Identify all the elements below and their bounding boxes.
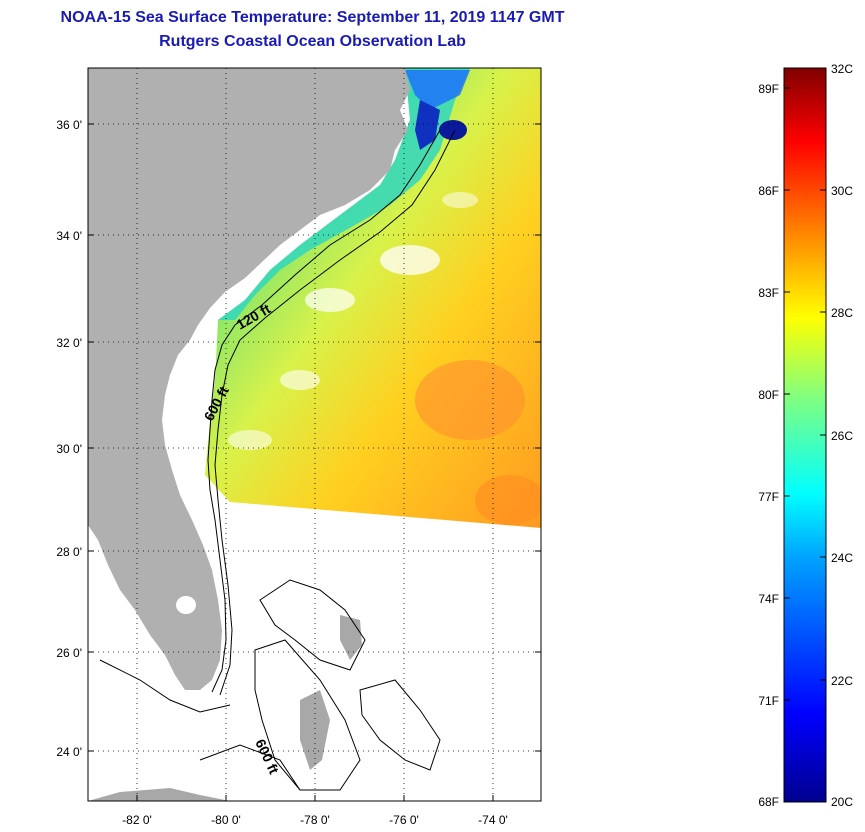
lat-label: 36 0' [56,118,82,132]
lat-label: 30 0' [56,442,82,456]
contour-600ft [214,129,456,696]
lat-label: 24 0' [56,745,82,759]
contour-florida-keys [99,659,231,713]
cloud-gap [228,430,272,450]
land-mainland [88,68,410,690]
contour-bahamas [359,679,441,771]
colorbar-f-label: 68F [758,795,779,809]
colorbar-f-label: 74F [758,592,779,606]
colorbar-c-label: 28C [831,306,853,320]
cloud-gap [380,245,440,275]
lon-label: -82 0' [122,813,152,827]
cloud-gap [280,370,320,390]
colorbar-f-label: 89F [758,82,779,96]
land-bahamas [340,615,362,660]
lon-label: -74 0' [478,813,508,827]
lat-label: 28 0' [56,545,82,559]
colorbar-f-label: 86F [758,184,779,198]
contour-120ft [207,129,441,693]
land-bahamas [300,690,330,770]
contour-bahamas [259,579,366,671]
colorbar: 89F 86F 83F 80F 77F 74F 71F 68F 32C 30C … [758,62,853,809]
cloud-gap [442,192,478,208]
map-area: 120 ft 600 ft 600 ft [88,68,541,801]
tick-marks [88,123,541,801]
contour-bahamas [254,639,361,791]
page-subtitle: Rutgers Coastal Ocean Observation Lab [159,33,466,50]
colorbar-c-label: 20C [831,795,853,809]
lat-label: 32 0' [56,336,82,350]
lon-label: -78 0' [300,813,330,827]
lat-label: 34 0' [56,229,82,243]
longitude-labels: -82 0' -80 0' -78 0' -76 0' -74 0' [122,813,508,827]
colorbar-c-label: 22C [831,674,853,688]
warm-patch [415,360,525,440]
colorbar-celsius-labels: 32C 30C 28C 26C 24C 22C 20C [831,62,853,809]
colorbar-f-label: 71F [758,694,779,708]
warm-patch [475,475,541,525]
pamlico-sound [415,100,440,150]
land-cuba [88,788,230,801]
blue-patch [405,70,470,110]
contour-cuba [199,744,301,791]
colorbar-f-label: 83F [758,286,779,300]
colorbar-c-label: 30C [831,184,853,198]
graticule [88,68,541,801]
latitude-labels: 36 0' 34 0' 32 0' 30 0' 28 0' 26 0' 24 0… [56,118,82,759]
colorbar-gradient [783,67,827,803]
colorbar-fahrenheit-labels: 89F 86F 83F 80F 77F 74F 71F 68F [758,82,779,809]
lon-label: -76 0' [389,813,419,827]
cloud-gap [305,288,355,312]
colorbar-c-label: 32C [831,62,853,76]
colorbar-c-label: 24C [831,551,853,565]
lake-okeechobee [176,596,196,614]
colorbar-f-label: 77F [758,490,779,504]
lat-label: 26 0' [56,646,82,660]
cold-spot [439,120,467,140]
lon-label: -80 0' [211,813,241,827]
colorbar-c-label: 26C [831,429,853,443]
page-title: NOAA-15 Sea Surface Temperature: Septemb… [60,9,565,26]
colorbar-f-label: 80F [758,388,779,402]
